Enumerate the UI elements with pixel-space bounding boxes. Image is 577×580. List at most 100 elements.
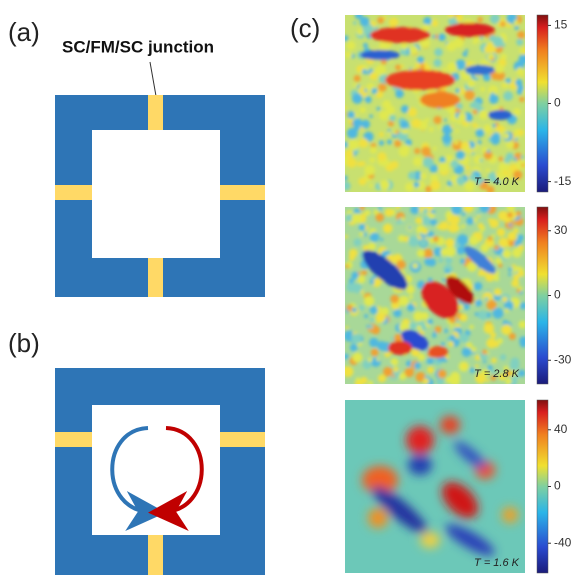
texture-dot <box>462 52 467 57</box>
texture-dot <box>405 183 414 192</box>
ring-b <box>55 368 265 575</box>
texture-dot <box>369 184 373 188</box>
texture-dot <box>417 325 422 330</box>
texture-dot <box>438 223 445 230</box>
texture-dot <box>474 282 483 291</box>
texture-dot <box>464 181 474 191</box>
texture-dot <box>427 319 433 325</box>
panel-label: (a) <box>8 17 40 47</box>
texture-dot <box>465 49 468 52</box>
texture-dot <box>342 366 353 377</box>
texture-dot <box>364 296 374 306</box>
texture-dot <box>400 120 409 129</box>
texture-dot <box>363 43 368 48</box>
texture-dot <box>495 171 499 175</box>
texture-dot <box>477 215 480 218</box>
texture-dot <box>503 133 509 139</box>
texture-dot <box>436 378 444 386</box>
texture-dot <box>398 296 409 307</box>
texture-dot <box>416 95 419 98</box>
texture-dot <box>389 115 395 121</box>
texture-dot <box>347 128 358 139</box>
texture-dot <box>427 367 434 374</box>
texture-dot <box>475 312 479 316</box>
texture-dot <box>519 97 524 102</box>
texture-dot <box>475 299 482 306</box>
colorbar-tick-label: 30 <box>554 223 568 237</box>
texture-dot <box>438 33 446 41</box>
texture-dot <box>390 295 399 304</box>
texture-dot <box>387 139 392 144</box>
texture-dot <box>429 127 434 132</box>
page: (a) SC/FM/SC junction (b) (c) T = 4.0 K1… <box>0 0 577 575</box>
texture-dot <box>434 48 443 57</box>
texture-dot <box>368 381 373 386</box>
texture-dot <box>456 14 463 21</box>
texture-dot <box>361 120 370 129</box>
texture-dot <box>489 94 499 104</box>
texture-dot <box>498 157 503 162</box>
texture-dot <box>420 240 426 246</box>
texture-dot <box>511 280 519 288</box>
texture-dot <box>359 138 369 148</box>
texture-dot <box>394 140 401 147</box>
texture-dot <box>441 342 445 346</box>
texture-dot <box>345 149 354 158</box>
texture-dot <box>395 90 404 99</box>
texture-dot <box>388 121 394 127</box>
texture-dot <box>357 161 362 166</box>
blob <box>465 65 495 75</box>
heatmap <box>342 202 528 387</box>
texture-dot <box>414 182 420 188</box>
texture-dot <box>517 89 523 95</box>
texture-dot <box>352 283 362 293</box>
texture-dot <box>428 231 434 237</box>
texture-dot <box>369 114 373 118</box>
blob <box>385 70 455 90</box>
annotation: SC/FM/SC junction <box>62 37 214 56</box>
texture-dot <box>450 335 456 341</box>
texture-dot <box>378 206 382 210</box>
texture-dot <box>353 21 357 25</box>
texture-dot <box>341 181 350 190</box>
texture-dot <box>514 20 518 24</box>
texture-dot <box>509 82 514 87</box>
texture-dot <box>422 231 425 234</box>
texture-dot <box>383 16 387 20</box>
texture-dot <box>371 280 375 284</box>
texture-dot <box>354 75 361 82</box>
texture-dot <box>445 238 454 247</box>
texture-dot <box>450 376 460 386</box>
texture-dot <box>356 120 361 125</box>
texture-dot <box>464 146 471 153</box>
texture-dot <box>469 236 478 245</box>
texture-dot <box>457 234 468 245</box>
texture-dot <box>500 22 505 27</box>
texture-dot <box>513 78 516 81</box>
texture-dot <box>503 82 509 88</box>
texture-dot <box>395 204 400 209</box>
texture-dot <box>401 217 405 221</box>
texture-dot <box>451 204 462 215</box>
texture-dot <box>513 108 521 116</box>
texture-dot <box>368 242 376 250</box>
texture-dot <box>413 311 423 321</box>
texture-dot <box>491 57 494 60</box>
texture-dot <box>502 297 507 302</box>
texture-dot <box>384 208 393 217</box>
texture-dot <box>455 129 458 132</box>
texture-dot <box>449 341 454 346</box>
texture-dot <box>482 350 487 355</box>
texture-dot <box>379 19 383 23</box>
texture-dot <box>462 212 466 216</box>
texture-dot <box>446 187 450 191</box>
texture-dot <box>491 234 495 238</box>
texture-dot <box>408 172 416 180</box>
texture-dot <box>342 175 347 180</box>
texture-dot <box>365 210 371 216</box>
texture-dot <box>359 224 366 231</box>
texture-dot <box>442 68 446 72</box>
texture-dot <box>352 213 362 223</box>
colorbar-tick-label: 0 <box>554 479 561 493</box>
texture-dot <box>514 26 518 30</box>
